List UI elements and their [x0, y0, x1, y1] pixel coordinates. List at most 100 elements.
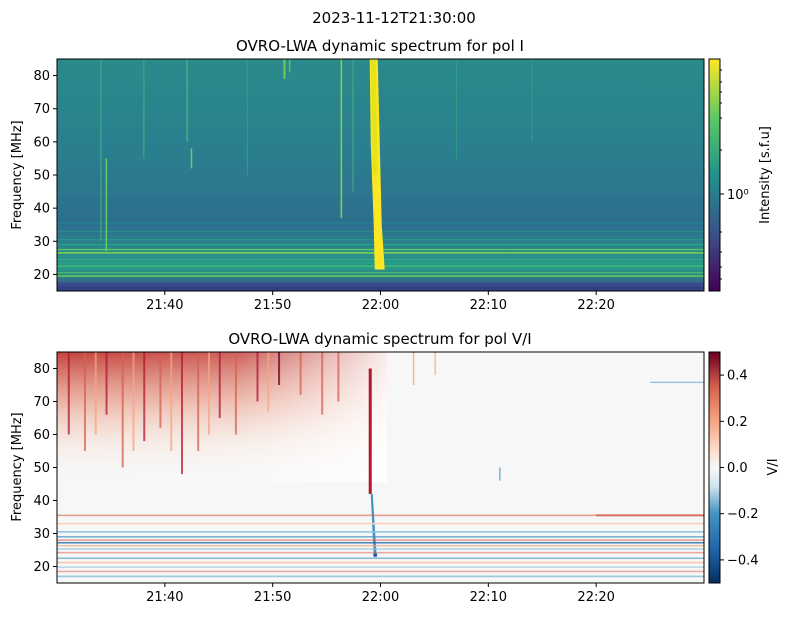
burst-positive-polarization: [368, 368, 372, 494]
y-tick-label: 40: [33, 202, 50, 217]
vertical-streak: [105, 158, 108, 252]
low-freq-strip-dark: [57, 286, 704, 291]
polarization-streak: [121, 352, 124, 468]
polarization-streak: [67, 352, 70, 435]
colorbar-pol-i-gradient: [708, 58, 721, 292]
y-tick-label: 70: [33, 102, 50, 117]
vertical-streak: [190, 148, 193, 169]
x-tick-label: 22:00: [362, 590, 399, 605]
polarization-band: [57, 536, 704, 538]
polarization-streak: [234, 352, 237, 435]
polarization-streak: [159, 352, 162, 428]
rfi-band: [57, 272, 704, 274]
y-tick-label: 50: [33, 169, 50, 184]
x-tick-label: 22:10: [470, 298, 507, 313]
polarization-band: [57, 551, 704, 554]
vertical-streak: [283, 59, 286, 79]
colorbar-tick-label: −0.2: [727, 507, 759, 522]
colorbar-pol-vi-ticks: 0.4 0.2 0.0 −0.2 −0.4: [720, 369, 759, 568]
vertical-streak: [186, 59, 188, 142]
heatmap-pol-vi-red-fade: [57, 352, 387, 482]
colorbar-pol-vi: 0.4 0.2 0.0 −0.2 −0.4 V/I: [708, 351, 781, 584]
y-axis-pol-i: 20 30 40 50 60 70 80: [33, 69, 57, 283]
polarization-band: [57, 575, 704, 578]
polarization-streak: [278, 352, 281, 385]
burst-tail: [373, 552, 378, 557]
figure-suptitle: 2023-11-12T21:30:00: [312, 9, 476, 27]
y-tick-label: 80: [33, 69, 50, 84]
y-tick-label: 30: [33, 235, 50, 250]
burst-negative-polarization: [370, 493, 377, 557]
y-tick-label: 20: [33, 268, 50, 283]
colorbar-pol-i: 10⁰ Intensity [s.f.u]: [708, 58, 773, 292]
colorbar-tick-label: 0.0: [727, 461, 748, 476]
heatmap-pol-i: [57, 59, 704, 291]
polarization-streak: [337, 352, 340, 402]
polarization-band: [57, 570, 704, 573]
panel-pol-i-title: OVRO-LWA dynamic spectrum for pol I: [236, 37, 524, 55]
polarization-streak: [143, 352, 146, 442]
colorbar-pol-i-minor-ticks: [720, 69, 722, 280]
vertical-streak: [531, 59, 533, 142]
vertical-streak: [100, 59, 102, 242]
y-tick-label: 60: [33, 428, 50, 443]
x-tick-label: 22:00: [362, 298, 399, 313]
polarization-streak: [83, 352, 86, 451]
y-tick-label: 80: [33, 362, 50, 377]
x-tick-label: 21:50: [254, 590, 291, 605]
polarization-streak: [170, 352, 173, 451]
vertical-streak: [352, 59, 354, 192]
polarization-band: [57, 531, 704, 533]
radio-burst-core: [370, 59, 378, 175]
polarization-streak: [105, 352, 108, 415]
polarization-streak: [181, 352, 184, 475]
polarization-band: [57, 561, 704, 564]
polarization-spot: [412, 352, 415, 385]
polarization-band: [57, 557, 704, 560]
polarization-streak: [94, 352, 97, 435]
colorbar-tick-label: −0.4: [727, 553, 759, 568]
x-axis-pol-vi: 21:40 21:50 22:00 22:10 22:20: [146, 583, 615, 605]
polarization-band: [57, 522, 704, 525]
vertical-streak: [143, 59, 145, 159]
y-tick-label: 50: [33, 461, 50, 476]
y-axis-pol-vi: 20 30 40 50 60 70 80: [33, 362, 57, 575]
x-tick-label: 22:20: [577, 590, 614, 605]
colorbar-pol-i-tick-label: 10⁰: [727, 188, 749, 203]
polarization-spot: [434, 352, 436, 376]
faint-band: [57, 125, 704, 127]
vertical-streak: [246, 59, 248, 175]
colorbar-tick-label: 0.4: [727, 369, 748, 384]
vertical-streak: [455, 59, 457, 159]
x-tick-label: 22:10: [470, 590, 507, 605]
polarization-band-right: [596, 514, 704, 517]
y-axis-label-pol-vi: Frequency [MHz]: [10, 412, 25, 521]
rfi-band: [57, 275, 704, 277]
polarization-streak: [197, 352, 200, 451]
x-tick-label: 21:40: [146, 298, 183, 313]
faint-band: [57, 92, 704, 93]
x-axis-pol-i: 21:40 21:50 22:00 22:10 22:20: [146, 291, 615, 313]
polarization-streak: [132, 352, 135, 451]
polarization-band: [57, 539, 704, 541]
polarization-streak: [267, 352, 270, 412]
x-tick-label: 21:50: [254, 298, 291, 313]
colorbar-pol-vi-gradient: [708, 351, 721, 584]
panel-pol-vi: OVRO-LWA dynamic spectrum for pol V/I 21…: [10, 330, 781, 605]
polarization-streak: [256, 352, 259, 402]
polarization-streak: [299, 352, 302, 395]
polarization-spot: [499, 467, 501, 481]
polarization-band: [57, 541, 704, 544]
polarization-band: [57, 514, 704, 517]
colorbar-pol-i-label: Intensity [s.f.u]: [758, 126, 773, 224]
polarization-band: [57, 548, 704, 550]
polarization-streak: [218, 352, 221, 418]
vertical-streak: [288, 59, 291, 73]
x-tick-label: 22:20: [577, 298, 614, 313]
panel-pol-i: OVRO-LWA dynamic spectrum for pol I 21:4…: [10, 37, 773, 313]
polarization-band: [57, 544, 704, 547]
faint-band: [57, 75, 704, 77]
colorbar-pol-vi-label: V/I: [766, 458, 781, 475]
y-axis-label-pol-i: Frequency [MHz]: [10, 120, 25, 229]
